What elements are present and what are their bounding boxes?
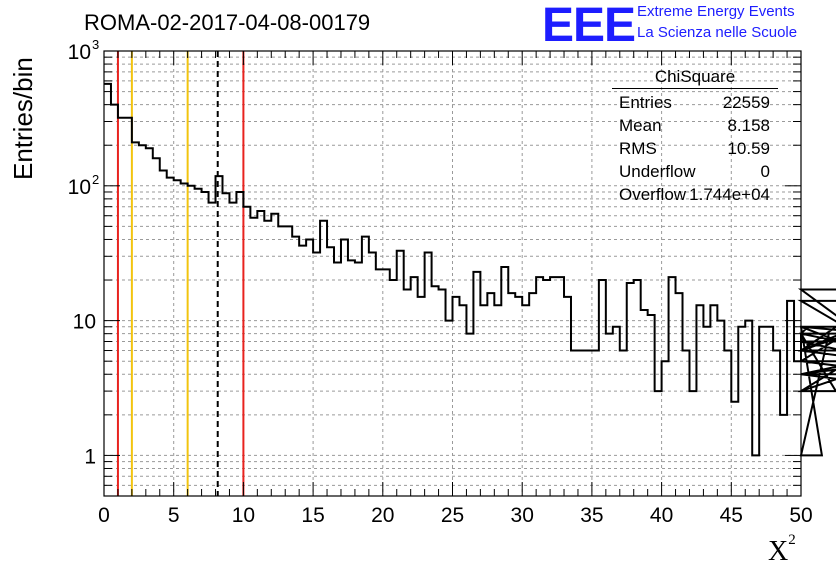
stats-value: 22559	[722, 93, 770, 112]
x-tick-label: 20	[371, 504, 394, 527]
logo-line-1: Extreme Energy Events	[637, 3, 795, 20]
x-tick-label: 25	[441, 504, 464, 527]
stats-label: Entries	[619, 93, 672, 112]
stats-label: Mean	[619, 116, 662, 135]
x-tick-label: 30	[511, 504, 534, 527]
x-tick-label: 40	[650, 504, 673, 527]
stats-box: ChiSquare Entries 22559 Mean 8.158 RMS 10.5…	[612, 66, 778, 206]
x-tick-label: 45	[720, 504, 743, 527]
stats-value: 8.158	[727, 116, 770, 135]
stats-label: RMS	[619, 139, 657, 158]
x-tick-label: 15	[301, 504, 324, 527]
stats-row: Entries 22559	[612, 91, 778, 114]
x-tick-label: 5	[168, 504, 180, 527]
stats-row: Overflow 1.744e+04	[612, 183, 778, 206]
stats-row: Underflow 0	[612, 160, 778, 183]
y-tick-label: 1	[84, 445, 96, 468]
x-tick-label: 50	[789, 504, 812, 527]
y-tick-label: 10	[73, 311, 96, 334]
stats-row: Mean 8.158	[612, 114, 778, 137]
chart-title: ROMA-02-2017-04-08-00179	[84, 10, 371, 35]
stats-value: 10.59	[727, 139, 770, 158]
x-tick-label: 35	[580, 504, 603, 527]
stats-value: 0	[760, 162, 770, 181]
y-tick-label: 10	[68, 176, 91, 199]
stats-label: Underflow	[619, 162, 696, 181]
x-tick-label: 0	[98, 504, 110, 527]
stats-title: ChiSquare	[612, 66, 778, 89]
eee-logo: EEE	[542, 0, 636, 52]
x-tick-label: 10	[232, 504, 255, 527]
histogram-series	[104, 82, 836, 457]
stats-row: RMS 10.59	[612, 137, 778, 160]
y-tick-label: 10	[68, 41, 91, 64]
x-axis-label-sup: 2	[788, 532, 796, 548]
histogram-layer	[104, 82, 836, 457]
vertical-lines-layer	[116, 51, 245, 496]
y-tick-label-exponent: 2	[92, 172, 99, 187]
y-tick-label-exponent: 3	[92, 37, 99, 52]
y-axis-label: Entries/bin	[8, 57, 38, 180]
grid-layer	[104, 51, 801, 496]
logo-line-2: La Scienza nelle Scuole	[637, 24, 798, 41]
x-axis-label: X2	[768, 532, 796, 568]
x-axis-label-text: X	[768, 536, 789, 567]
stats-value: 1.744e+04	[689, 185, 770, 204]
stats-label: Overflow	[619, 185, 687, 204]
